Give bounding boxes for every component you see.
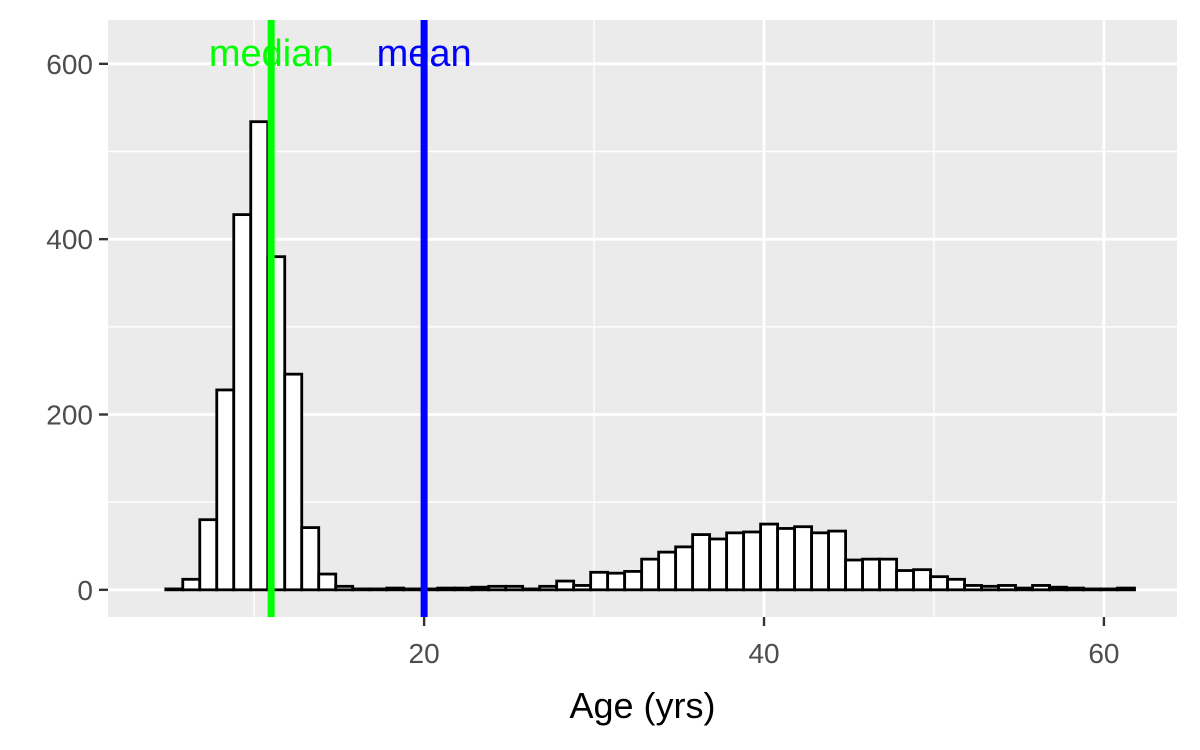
- y-tick-label: 0: [77, 575, 93, 606]
- histogram-bar: [1099, 587, 1119, 592]
- histogram-bar: [283, 372, 304, 592]
- histogram-bar: [793, 525, 814, 592]
- histogram-bar: [334, 584, 355, 592]
- histogram-bar: [827, 529, 847, 592]
- y-tick-label: 200: [46, 399, 93, 430]
- x-axis-tick-labels: 20 40 60: [409, 638, 1120, 669]
- histogram-bar: [708, 537, 729, 592]
- x-axis-title: Age (yrs): [569, 685, 715, 726]
- histogram-bar: [623, 570, 644, 592]
- histogram-bar: [844, 558, 864, 592]
- histogram-bar: [691, 533, 712, 592]
- histogram-bar: [572, 584, 593, 592]
- mean-label: mean: [377, 33, 472, 75]
- histogram-bar: [674, 545, 695, 592]
- histogram-bars: [164, 120, 1136, 592]
- y-tick-label: 400: [46, 224, 93, 255]
- histogram-bar: [1065, 586, 1085, 592]
- histogram-bar: [385, 586, 406, 592]
- x-tick-label: 20: [409, 638, 440, 669]
- histogram-bar: [606, 571, 627, 592]
- histogram-bar: [538, 584, 559, 592]
- histogram-bar: [997, 584, 1017, 592]
- histogram-bar: [555, 579, 576, 592]
- y-axis-tick-labels: 0 200 400 600: [46, 49, 93, 606]
- histogram-bar: [912, 568, 932, 592]
- histogram-bar: [368, 587, 389, 592]
- histogram-bar: [1014, 586, 1034, 592]
- histogram-bar: [1116, 586, 1136, 592]
- histogram-bar: [453, 586, 474, 592]
- histogram-bar: [521, 587, 542, 592]
- histogram-bar: [198, 518, 219, 592]
- histogram-bar: [742, 530, 763, 592]
- histogram-bar: [980, 584, 1000, 592]
- histogram-bar: [1082, 587, 1102, 592]
- histogram-bar: [640, 557, 661, 592]
- histogram-bar: [436, 586, 457, 592]
- median-label: median: [209, 33, 334, 75]
- y-tick-label: 600: [46, 49, 93, 80]
- histogram-bar: [470, 585, 491, 592]
- histogram-bar: [504, 584, 525, 592]
- histogram-bar: [351, 587, 372, 592]
- histogram-bar: [232, 213, 253, 592]
- histogram-bar: [164, 587, 185, 592]
- histogram-bar: [249, 120, 270, 592]
- histogram-bar: [215, 388, 236, 592]
- histogram-bar: [317, 572, 338, 592]
- histogram-bar: [487, 584, 508, 592]
- histogram-bar: [946, 577, 966, 592]
- histogram-bar: [1031, 584, 1051, 592]
- histogram-bar: [402, 587, 423, 592]
- x-tick-label: 40: [748, 638, 779, 669]
- histogram-bar: [759, 522, 780, 592]
- x-tick-label: 60: [1088, 638, 1119, 669]
- histogram-bar: [657, 550, 678, 592]
- histogram-bar: [589, 570, 610, 592]
- histogram-bar: [776, 527, 797, 592]
- histogram-bar: [181, 577, 202, 592]
- histogram-bar: [725, 531, 746, 592]
- reference-lines: median mean: [209, 20, 472, 617]
- histogram-bar: [929, 575, 949, 592]
- histogram-bar: [963, 584, 983, 592]
- histogram-bar: [878, 557, 898, 592]
- histogram-bar: [861, 557, 881, 592]
- histogram-bar: [1048, 585, 1068, 592]
- histogram-bar: [810, 531, 830, 592]
- axis-ticks: [99, 62, 1106, 626]
- histogram-bar: [300, 526, 321, 592]
- histogram-bar: [895, 569, 915, 592]
